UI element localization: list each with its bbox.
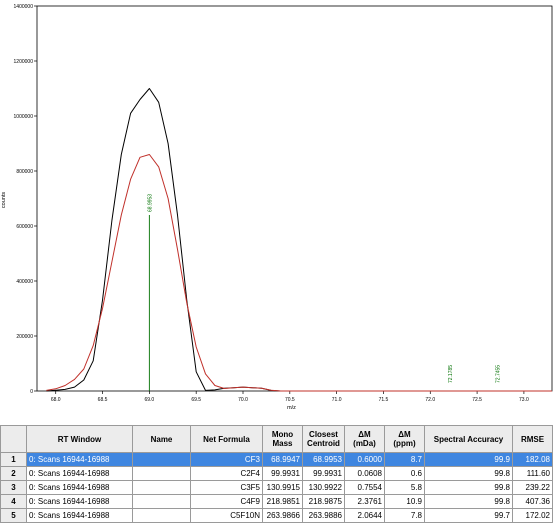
table-row[interactable]: 3 0: Scans 16944-16988 C3F5 130.9915 130.992… [0, 480, 553, 495]
spectral-accuracy-cell: 99.8 [424, 494, 513, 509]
table-row[interactable]: 5 0: Scans 16944-16988 C5F10N 263.9866 263.9… [0, 508, 553, 523]
x-tick-label: 69.5 [191, 397, 201, 403]
x-tick-label: 70.0 [238, 397, 248, 403]
rmse-cell: 407.36 [512, 494, 553, 509]
rmse-cell: 111.60 [512, 466, 553, 481]
y-tick-label: 1200000 [14, 59, 34, 65]
closest-centroid-cell: 99.9931 [302, 466, 345, 481]
x-tick-label: 71.5 [379, 397, 389, 403]
delta-mda-cell: 0.6000 [344, 452, 385, 467]
plot-frame [36, 5, 553, 392]
y-tick-label: 400000 [16, 279, 33, 285]
rt-window-cell: 0: Scans 16944-16988 [26, 494, 133, 509]
delta-ppm-cell: 10.9 [384, 494, 425, 509]
x-tick-label: 68.5 [98, 397, 108, 403]
delta-ppm-cell: 0.6 [384, 466, 425, 481]
column-header[interactable]: Net Formula [190, 425, 263, 453]
row-number[interactable]: 2 [0, 466, 27, 481]
delta-ppm-cell: 5.8 [384, 480, 425, 495]
centroid-label: 72.1785 [448, 365, 454, 383]
y-axis-label: counts [1, 192, 7, 208]
mono-mass-cell: 99.9931 [262, 466, 303, 481]
y-tick-label: 200000 [16, 334, 33, 340]
rt-window-cell: 0: Scans 16944-16988 [26, 480, 133, 495]
row-number[interactable]: 1 [0, 452, 27, 467]
spectrum-series-line[interactable] [46, 88, 552, 392]
row-number[interactable]: 3 [0, 480, 27, 495]
delta-ppm-cell: 8.7 [384, 452, 425, 467]
x-tick-label: 71.0 [332, 397, 342, 403]
closest-centroid-cell: 68.9953 [302, 452, 345, 467]
spectrum-series-line[interactable] [46, 154, 552, 392]
y-tick-label: 0 [30, 389, 33, 395]
x-tick-label: 69.0 [144, 397, 154, 403]
net-formula-cell: C3F5 [190, 480, 263, 495]
delta-mda-cell: 2.0644 [344, 508, 385, 523]
column-header[interactable]: Name [132, 425, 191, 453]
closest-centroid-cell: 218.9875 [302, 494, 345, 509]
mono-mass-cell: 218.9851 [262, 494, 303, 509]
spectral-accuracy-cell: 99.8 [424, 480, 513, 495]
row-number[interactable]: 4 [0, 494, 27, 509]
row-number[interactable]: 5 [0, 508, 27, 523]
rt-window-cell: 0: Scans 16944-16988 [26, 508, 133, 523]
x-axis-label: m/z [287, 405, 296, 411]
column-header[interactable]: RMSE [512, 425, 553, 453]
y-tick-label: 1400000 [14, 4, 34, 10]
centroid-label: 72.7455 [496, 365, 502, 383]
net-formula-cell: C4F9 [190, 494, 263, 509]
delta-mda-cell: 2.3761 [344, 494, 385, 509]
spectral-accuracy-cell: 99.7 [424, 508, 513, 523]
column-header[interactable]: RT Window [26, 425, 133, 453]
net-formula-cell: CF3 [190, 452, 263, 467]
x-tick-label: 72.0 [425, 397, 435, 403]
name-cell [132, 508, 191, 523]
x-tick-label: 68.0 [51, 397, 61, 403]
delta-mda-cell: 0.7554 [344, 480, 385, 495]
centroid-label: 68.9953 [147, 194, 153, 212]
closest-centroid-cell: 130.9922 [302, 480, 345, 495]
results-table: RT Window Name Net Formula Mono Mass Clo… [0, 425, 553, 523]
row-number-header[interactable] [0, 425, 27, 453]
closest-centroid-cell: 263.9886 [302, 508, 345, 523]
x-tick-label: 72.5 [472, 397, 482, 403]
x-tick-label: 70.5 [285, 397, 295, 403]
mono-mass-cell: 263.9866 [262, 508, 303, 523]
spectrum-plot[interactable]: 0 200000 400000 600000 800000 1000000 1200000 1… [0, 0, 556, 415]
column-header[interactable]: ΔM (mDa) [344, 425, 385, 453]
name-cell [132, 452, 191, 467]
rmse-cell: 172.02 [512, 508, 553, 523]
table-header-row: RT Window Name Net Formula Mono Mass Clo… [0, 425, 553, 453]
rt-window-cell: 0: Scans 16944-16988 [26, 452, 133, 467]
column-header[interactable]: Spectral Accuracy [424, 425, 513, 453]
net-formula-cell: C2F4 [190, 466, 263, 481]
x-tick-label: 73.0 [519, 397, 529, 403]
spectral-accuracy-cell: 99.8 [424, 466, 513, 481]
table-row[interactable]: 2 0: Scans 16944-16988 C2F4 99.9931 99.9931 0… [0, 466, 553, 481]
delta-ppm-cell: 7.8 [384, 508, 425, 523]
rmse-cell: 239.22 [512, 480, 553, 495]
column-header[interactable]: ΔM (ppm) [384, 425, 425, 453]
rt-window-cell: 0: Scans 16944-16988 [26, 466, 133, 481]
delta-mda-cell: 0.0608 [344, 466, 385, 481]
net-formula-cell: C5F10N [190, 508, 263, 523]
table-row[interactable]: 4 0: Scans 16944-16988 C4F9 218.9851 218.987… [0, 494, 553, 509]
rmse-cell: 182.08 [512, 452, 553, 467]
spectrum-chart[interactable]: 0 200000 400000 600000 800000 1000000 1200000 1… [0, 0, 556, 415]
column-header[interactable]: Mono Mass [262, 425, 303, 453]
table-row[interactable]: 1 0: Scans 16944-16988 CF3 68.9947 68.9953 0.… [0, 452, 553, 467]
column-header[interactable]: Closest Centroid [302, 425, 345, 453]
spectral-accuracy-cell: 99.9 [424, 452, 513, 467]
name-cell [132, 494, 191, 509]
mono-mass-cell: 68.9947 [262, 452, 303, 467]
mono-mass-cell: 130.9915 [262, 480, 303, 495]
y-tick-label: 600000 [16, 224, 33, 230]
name-cell [132, 480, 191, 495]
y-tick-label: 1000000 [14, 114, 34, 120]
y-tick-label: 800000 [16, 169, 33, 175]
name-cell [132, 466, 191, 481]
